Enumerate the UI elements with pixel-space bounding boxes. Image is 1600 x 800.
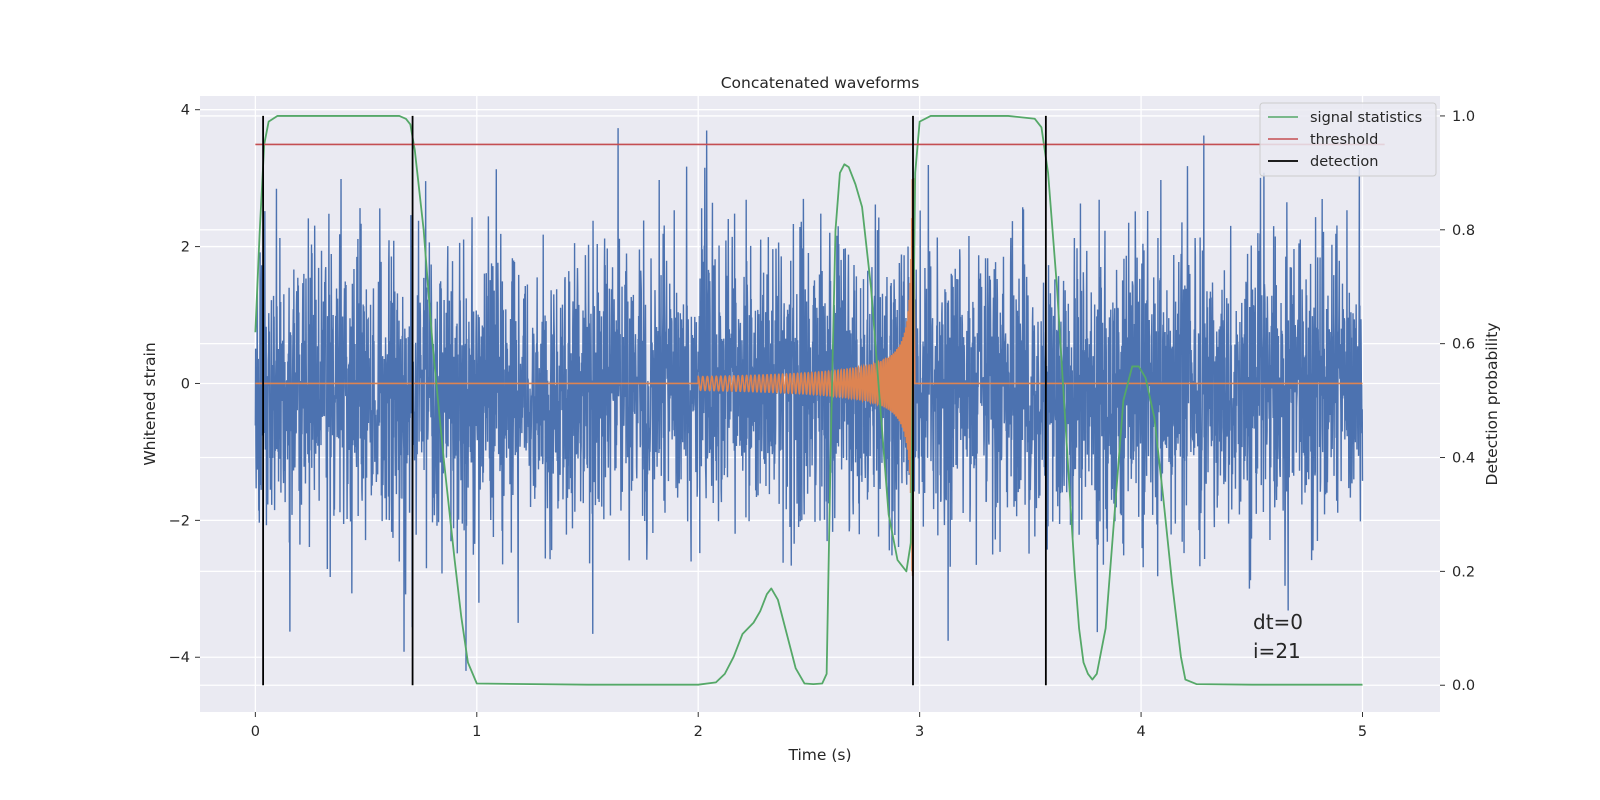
legend-box (1259, 102, 1437, 177)
x-tick-label: 2 (694, 724, 703, 740)
x-tick-label: 3 (915, 724, 924, 740)
y-axis-label: Whitened strain (141, 342, 159, 465)
y2-tick-label: 0.6 (1452, 337, 1475, 353)
legend: signal statistics threshold detection (1259, 102, 1437, 177)
x-axis-label: Time (s) (787, 746, 851, 764)
y-tick-label: −4 (169, 650, 190, 666)
y2-axis-label: Detection probability (1483, 323, 1501, 486)
y-tick-label: 4 (181, 103, 190, 119)
y2-tick-label: 0.2 (1452, 564, 1475, 580)
y2-tick-label: 0.4 (1452, 451, 1475, 467)
series-layer (254, 115, 1385, 686)
signal-statistics-line (254, 115, 1363, 686)
legend-label-signal-statistics: signal statistics (1310, 110, 1422, 126)
legend-label-threshold: threshold (1310, 132, 1378, 148)
y2-tick-label: 1.0 (1452, 109, 1475, 125)
y2-tick-label: 0.0 (1452, 678, 1475, 694)
x-tick-label: 1 (472, 724, 481, 740)
legend-label-detection: detection (1310, 154, 1378, 170)
annotation-dt: dt=0 (1253, 610, 1303, 634)
x-tick-label: 5 (1358, 724, 1367, 740)
chart-title: Concatenated waveforms (721, 74, 920, 92)
chirp-series-line (255, 178, 1363, 576)
x-tick-label: 4 (1136, 724, 1145, 740)
annotation-i: i=21 (1253, 639, 1301, 663)
x-tick-label: 0 (251, 724, 260, 740)
noise-series-line (254, 128, 1364, 671)
y-tick-label: 0 (181, 376, 190, 392)
y-tick-label: −2 (169, 513, 190, 529)
axes: 0 1 2 3 4 5 −4 −2 0 2 4 0.0 0.2 0.4 0.6 0.8 1.0 (169, 103, 1475, 740)
y-tick-label: 2 (181, 240, 190, 256)
annotation: dt=0 i=21 (1253, 610, 1303, 663)
y2-tick-label: 0.8 (1452, 223, 1475, 239)
